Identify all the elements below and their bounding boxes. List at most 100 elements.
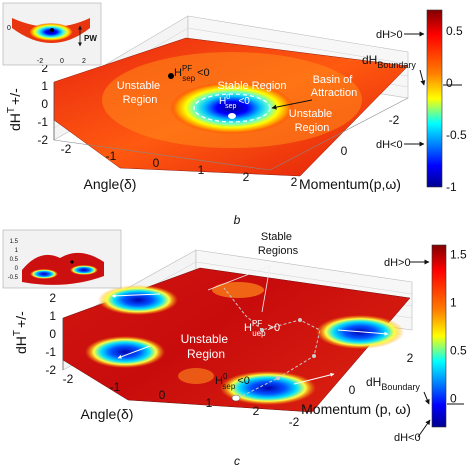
panel-b-z-tick-1: 1	[41, 79, 48, 93]
panel-b-caption: b	[234, 213, 241, 227]
panel-c-inset-tick-2: 0.5	[10, 257, 19, 263]
panel-b-inset-tick-2: 0	[60, 58, 64, 65]
panel-c-colorbar-tick-1: 1	[450, 295, 457, 309]
panel-b-angle-tick-3: 1	[198, 163, 205, 177]
panel-b: dHT+/- 2 1 0 -1 -2 -2 -1 0 1 2 -2 0 2 Angle(δ) Mom…	[2, 2, 467, 227]
panel-b-dh-boundary-arrow	[419, 69, 426, 86]
panel-c-dh-positive-label: dH>0	[384, 257, 411, 269]
panel-b-momentum-tick-0: -2	[389, 113, 400, 127]
panel-c-flow-arrow-1	[111, 293, 161, 298]
panel-b-basin-arrow	[271, 99, 313, 110]
panel-c: dHT+/- 2 1 0 -1 -2 -2 -1 0 1 2 2 0 -2 Angle(δ) Mom…	[2, 229, 467, 468]
panel-c-inset-ticks: 1.5 1 0.5 0 -0.5	[8, 239, 19, 281]
panel-c-angle-tick-4: 2	[253, 404, 260, 418]
panel-c-angle-ticks: -2 -1 0 1 2	[63, 372, 260, 418]
panel-c-z-tick-3: -1	[45, 345, 56, 359]
panel-c-inset-tick-3: 0	[15, 266, 19, 272]
panel-c-dh-boundary-label: dHBoundary	[366, 375, 420, 392]
panel-c-momentum-axis-label: Momentum (p, ω)	[301, 401, 411, 417]
panel-b-colorbar-tick-0: 0.5	[446, 24, 463, 38]
panel-c-z-tick-0: 2	[49, 291, 56, 305]
panel-c-angle-tick-0: -2	[63, 372, 74, 386]
panel-c-colorbar-ticks: 1.5 1 0.5 0	[450, 248, 467, 406]
panel-b-dh-negative-label: dH<0	[376, 139, 403, 151]
panel-c-colorbar-tick-0: 1.5	[450, 248, 467, 262]
panel-c-dh-negative-arrow	[417, 419, 431, 438]
panel-c-momentum-tick-0: 2	[407, 351, 414, 365]
panel-c-angle-tick-3: 1	[206, 396, 213, 410]
panel-c-trajectory	[223, 287, 321, 399]
panel-c-well-1	[98, 285, 178, 315]
panel-c-inset-tick-4: -0.5	[8, 275, 19, 281]
panel-c-hpf-label: HPF uep >0	[244, 319, 280, 338]
panel-b-momentum-axis-label: Momentum(p,ω)	[299, 176, 401, 192]
panel-b-colorbar-ticks: 0.5 0 -0.5 -1	[446, 24, 467, 194]
panel-c-h0-marker	[231, 394, 241, 402]
panel-b-z-tick-0: 2	[41, 61, 48, 75]
panel-c-angle-tick-1: -1	[110, 380, 121, 394]
panel-b-momentum-tick-1: 0	[341, 144, 348, 158]
panel-b-unstable-left-label: Unstable Region	[117, 80, 163, 106]
panel-c-unstable-label: Unstable Region	[181, 332, 232, 361]
panel-b-angle-ticks: -2 -1 0 1 2	[61, 142, 250, 184]
panel-c-well-3	[85, 336, 165, 368]
panel-c-colorbar-tick-2: 0.5	[450, 343, 467, 357]
panel-c-momentum-tick-2: -2	[289, 415, 300, 429]
panel-b-z-tick-3: -1	[37, 115, 48, 129]
panel-b-angle-tick-4: 2	[243, 170, 250, 184]
panel-b-colorbar-tick-1: 0	[446, 76, 453, 90]
panel-c-colorbar-tick-3: 0	[450, 391, 457, 405]
panel-b-inset-tick-1: -2	[37, 58, 43, 65]
panel-b-basin	[170, 82, 294, 134]
panel-c-flow-arrow-4	[293, 372, 335, 385]
panel-c-inset: 1.5 1 0.5 0 -0.5	[2, 229, 122, 289]
panel-c-z-tick-4: -2	[45, 363, 56, 377]
panel-b-angle-tick-1: -1	[106, 149, 117, 163]
panel-b-hpf-label: HPF sep <0	[174, 64, 210, 83]
panel-c-well-4	[220, 371, 316, 405]
panel-c-z-axis-label: dHT+/-	[12, 311, 29, 354]
panel-c-colorbar	[431, 244, 447, 428]
panel-b-h0-label: H0 sep <0	[219, 94, 250, 110]
panel-c-flow-arrow-3	[337, 329, 389, 336]
panel-b-inset-tick-0: 0	[7, 25, 11, 32]
panel-c-z-tick-2: 0	[49, 327, 56, 341]
panel-b-unstable-right-label: Unstable Region	[289, 108, 335, 134]
panel-b-inset-ticks: 0 -2 0 2	[7, 25, 86, 65]
panel-c-stable-regions-label: Stable Regions	[258, 231, 299, 257]
panel-c-z-tick-1: 1	[49, 309, 56, 323]
panel-c-inset-tick-1: 1	[15, 248, 19, 254]
panel-c-stable-pointer-2	[261, 265, 271, 313]
panel-b-z-ticks: 2 1 0 -1 -2	[37, 61, 48, 147]
panel-b-stable-region-label: Stable Region	[217, 80, 286, 92]
panel-b-momentum-tick-2: 2	[291, 175, 298, 189]
panel-b-angle-tick-2: 0	[153, 156, 160, 170]
panel-c-stable-pointer-1	[207, 265, 271, 291]
panel-b-momentum-ticks: -2 0 2	[291, 113, 400, 189]
panel-b-colorbar	[426, 9, 443, 188]
panel-c-angle-tick-2: 0	[159, 388, 166, 402]
panel-b-hpf-marker	[168, 73, 174, 79]
panel-b-h0-marker	[228, 113, 236, 119]
panel-b-floor-edge	[53, 97, 409, 171]
panel-b-dh-positive-label: dH>0	[376, 29, 403, 41]
panel-b-z-tick-2: 0	[41, 97, 48, 111]
panel-c-momentum-tick-1: 0	[349, 383, 356, 397]
panel-b-inset-pw-label: PW	[84, 34, 97, 43]
panel-b-inset: PW 0 -2 0 2	[2, 2, 102, 66]
panel-c-flow-arrow-2	[117, 345, 151, 359]
panel-b-boundary-ellipse	[193, 93, 271, 123]
panel-c-momentum-ticks: 2 0 -2	[289, 351, 414, 429]
panel-b-angle-tick-0: -2	[61, 142, 72, 156]
panel-b-angle-axis-label: Angle(δ)	[84, 176, 137, 192]
panel-c-angle-axis-label: Angle(δ)	[81, 406, 134, 422]
panel-c-h0-label: H0 sep <0	[215, 372, 250, 391]
panel-b-basin-label: Basin of Attraction	[311, 74, 357, 99]
panel-c-saddle-2	[178, 368, 214, 384]
panel-c-saddle-1	[212, 282, 264, 298]
panel-b-inset-tick-3: 2	[82, 58, 86, 65]
panel-c-inset-tick-0: 1.5	[10, 239, 19, 245]
panel-b-z-axis-label: dHT+/-	[6, 88, 23, 131]
panel-b-z-tick-4: -2	[37, 133, 48, 147]
